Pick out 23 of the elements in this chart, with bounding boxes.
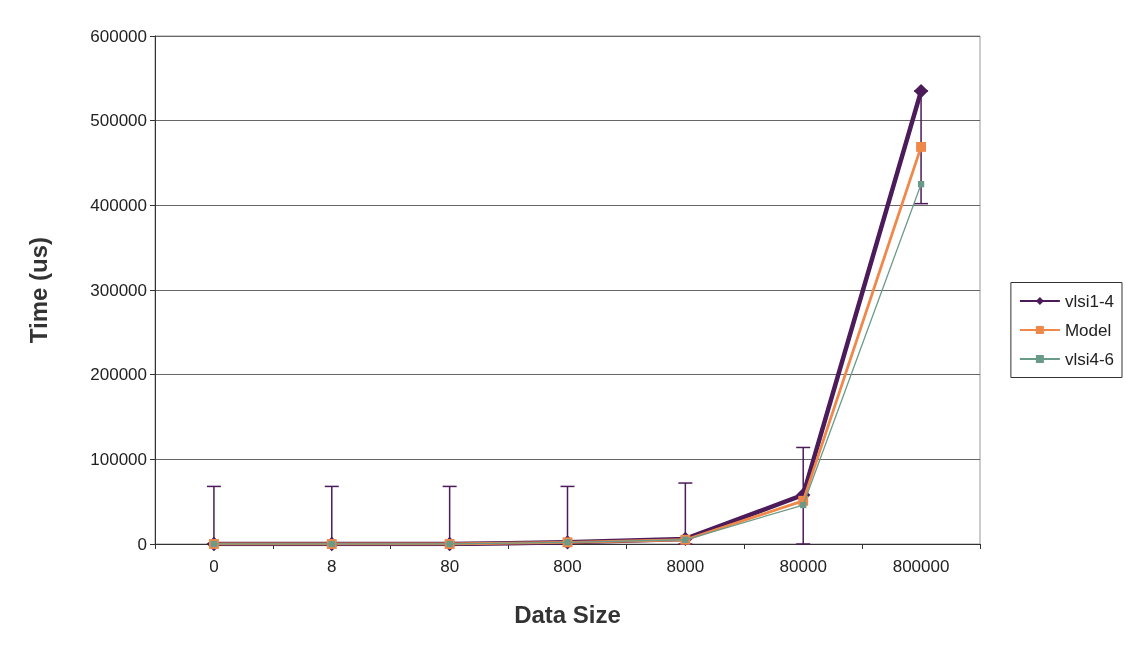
y-tick-label: 300000 [90, 280, 147, 300]
y-tick-label: 100000 [90, 449, 147, 469]
x-tick-label: 800000 [892, 557, 950, 576]
x-tick-label: 80 [440, 557, 460, 576]
legend-label: vlsi4-6 [1064, 349, 1114, 369]
point [800, 501, 807, 509]
legend-label: vlsi1-4 [1064, 291, 1114, 311]
y-tick-label: 200000 [90, 365, 147, 385]
x-tick-label: 0 [209, 557, 219, 576]
y-tick-label: 500000 [90, 111, 147, 131]
legend-label: Model [1064, 320, 1112, 340]
y-axis-title: Time (us) [24, 236, 52, 344]
point [913, 83, 929, 99]
x-axis-title: Data Size [514, 600, 621, 628]
x-tick-label: 800 [553, 557, 582, 576]
x-tick-label: 8 [327, 557, 337, 576]
y-tick-label: 0 [137, 534, 147, 554]
y-tick-label: 400000 [90, 195, 147, 215]
point [917, 181, 925, 188]
x-tick-label: 8000 [666, 557, 705, 576]
y-tick-label: 600000 [90, 26, 147, 46]
x-tick-label: 80000 [779, 557, 827, 576]
point [916, 141, 927, 152]
